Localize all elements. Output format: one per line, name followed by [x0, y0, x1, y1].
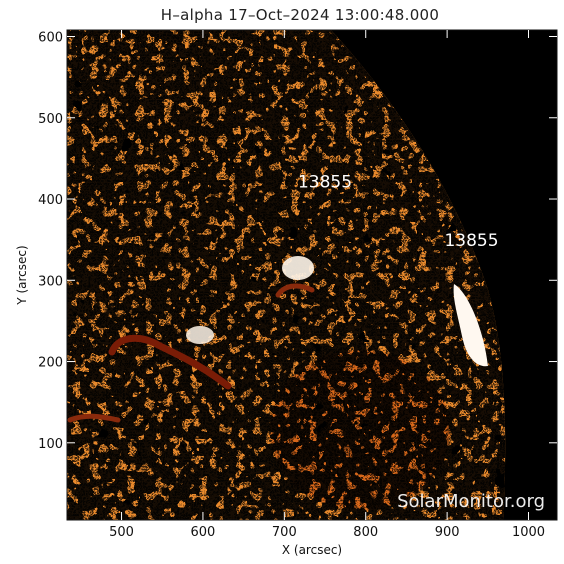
filament-left	[67, 413, 121, 423]
x-tick-label: 700	[272, 525, 297, 540]
x-tick-label: 1000	[512, 525, 545, 540]
y-tick-label: 600	[38, 31, 63, 46]
bright-plage-1	[282, 256, 314, 280]
filament-main	[108, 334, 232, 390]
y-tick-label: 500	[38, 112, 63, 127]
watermark: SolarMonitor.org	[397, 491, 545, 512]
y-tick-label: 200	[38, 356, 63, 371]
x-tick-label: 500	[109, 525, 134, 540]
y-tick-label: 300	[38, 274, 63, 289]
limb-plage	[453, 284, 488, 367]
x-tick-label: 800	[353, 525, 378, 540]
y-axis-title: Y (arcsec)	[15, 245, 29, 305]
page-title: H–alpha 17–Oct–2024 13:00:48.000	[160, 6, 440, 24]
image-area: 13855 13855 SolarMonitor.org	[67, 30, 557, 520]
region-label-13855-b: 13855	[444, 231, 498, 251]
y-axis: 100 200 300 400 500 600	[38, 31, 557, 452]
x-tick-label: 600	[191, 525, 216, 540]
x-axis: 500 600 700 800 900 1000	[109, 30, 545, 540]
filament-small	[275, 283, 315, 298]
plot-frame	[66, 29, 558, 521]
x-axis-title: X (arcsec)	[282, 543, 342, 557]
region-label-13855-a: 13855	[298, 173, 352, 193]
bright-plage-2	[186, 326, 214, 344]
y-tick-label: 400	[38, 193, 63, 208]
x-tick-label: 900	[435, 525, 460, 540]
y-tick-label: 100	[38, 437, 63, 452]
